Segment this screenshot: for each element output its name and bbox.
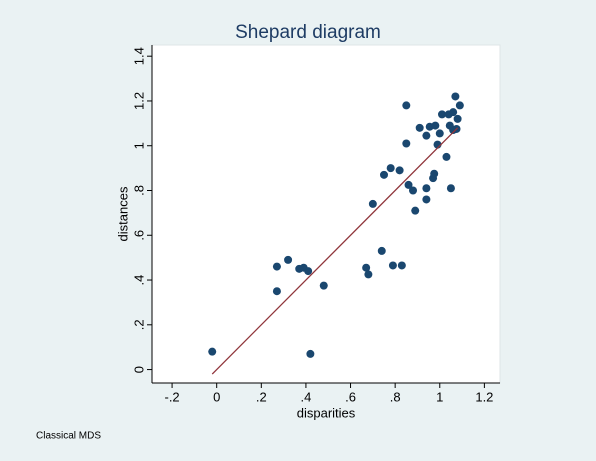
- point: [364, 270, 373, 279]
- point: [388, 261, 397, 270]
- y-tick-label: 1.4: [131, 47, 146, 65]
- point: [409, 186, 417, 195]
- x-tick-label: .8: [390, 389, 401, 404]
- x-tick-label: 1: [436, 389, 443, 404]
- point: [377, 246, 386, 255]
- point: [402, 101, 411, 110]
- point: [430, 169, 439, 178]
- point: [431, 121, 440, 130]
- point: [422, 195, 431, 204]
- point: [319, 281, 328, 290]
- y-tick-label: .8: [131, 185, 146, 196]
- point: [380, 170, 388, 179]
- point: [411, 206, 420, 215]
- point: [449, 108, 458, 117]
- plot-region: [151, 44, 501, 384]
- note: Classical MDS: [36, 431, 101, 442]
- point: [272, 287, 281, 296]
- point: [422, 131, 431, 140]
- point: [438, 110, 446, 119]
- point: [362, 263, 371, 272]
- x-tick-label: 0: [213, 389, 220, 404]
- x-tick-label: 1.2: [475, 389, 493, 404]
- chart-title: Shepard diagram: [235, 22, 381, 43]
- y-axis-title: distances: [115, 186, 130, 241]
- y-tick-label: .6: [131, 230, 146, 241]
- point: [284, 255, 293, 264]
- y-tick-label: 1.2: [131, 92, 146, 110]
- x-tick-label: -.2: [164, 389, 179, 404]
- y-tick-label: 1: [131, 142, 146, 149]
- point: [446, 184, 455, 193]
- y-tick-label: 0: [131, 366, 146, 373]
- y-tick-label: .4: [131, 275, 146, 286]
- point: [402, 139, 411, 148]
- point: [422, 184, 431, 193]
- point: [306, 349, 315, 358]
- point: [442, 152, 451, 161]
- x-tick-label: .4: [301, 389, 312, 404]
- point: [272, 262, 281, 271]
- point: [451, 92, 460, 101]
- point: [455, 101, 464, 110]
- point: [304, 267, 313, 276]
- x-tick-label: .6: [345, 389, 356, 404]
- point: [404, 180, 413, 189]
- point: [395, 166, 404, 175]
- point: [453, 114, 462, 123]
- x-tick-label: .2: [256, 389, 267, 404]
- point: [208, 347, 217, 356]
- point: [415, 123, 424, 132]
- point: [368, 199, 377, 208]
- point: [397, 261, 406, 270]
- point: [386, 164, 395, 173]
- x-axis-title: disparities: [297, 405, 356, 420]
- y-tick-label: .2: [131, 319, 146, 330]
- fit-line: [211, 127, 459, 375]
- point: [435, 129, 444, 138]
